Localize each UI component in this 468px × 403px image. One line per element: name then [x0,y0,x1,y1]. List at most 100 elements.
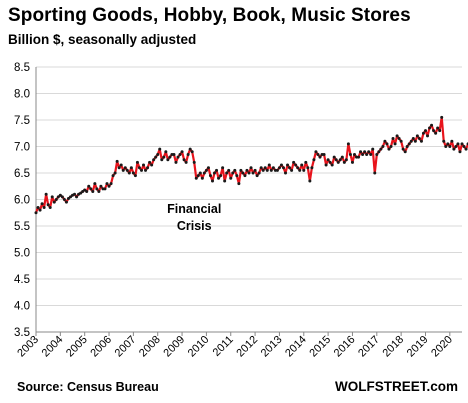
source-note: Source: Census Bureau [17,380,159,394]
data-point [148,160,152,164]
x-tick-label: 2017 [356,334,382,360]
data-point [215,168,219,172]
data-point [109,182,113,186]
data-point [176,155,180,159]
x-tick-label: 2005 [64,334,90,360]
data-point [36,205,40,209]
data-point [318,155,322,159]
data-point [219,174,223,178]
data-point [158,147,162,151]
y-tick-label: 4.0 [14,301,30,313]
data-point [152,158,156,162]
data-point [421,131,425,135]
data-point [336,160,340,164]
data-point [91,190,95,194]
data-point [58,193,62,197]
data-point [359,150,363,154]
data-point [198,171,202,175]
y-tick-label: 5.0 [14,248,30,260]
data-point [210,179,214,183]
y-tick-label: 8.0 [14,89,30,101]
data-point [308,179,312,183]
data-point [125,168,129,172]
data-point [223,179,227,183]
data-point [399,139,403,143]
data-point [350,160,354,164]
x-tick-label: 2016 [332,334,358,360]
data-point [200,176,204,180]
data-point [328,160,332,164]
data-point [121,168,125,172]
data-point [251,171,255,175]
data-point [411,137,415,141]
data-point [227,168,231,172]
data-point [194,176,198,180]
data-point [239,168,243,172]
data-point [365,152,369,156]
data-point [452,147,456,151]
data-point [300,163,304,167]
data-point [438,129,442,133]
data-point [312,158,316,162]
x-tick-label: 2006 [88,334,114,360]
chart-title: Sporting Goods, Hobby, Book, Music Store… [8,5,411,26]
data-point [257,171,261,175]
data-point [40,202,44,206]
data-point [277,166,281,170]
data-point [267,163,271,167]
data-point [129,166,133,170]
data-point [123,166,127,170]
y-tick-label: 5.5 [14,221,30,233]
data-point [95,187,99,191]
data-point [259,166,263,170]
x-tick-label: 2013 [259,334,285,360]
data-point [99,184,103,188]
data-point [298,168,302,172]
data-point [192,160,196,164]
data-point [221,166,225,170]
data-point [131,171,135,175]
data-point [458,150,462,154]
data-point [432,129,436,133]
data-point [83,188,87,192]
data-point [290,168,294,172]
data-point [196,174,200,178]
data-point [119,163,123,167]
data-point [348,152,352,156]
data-point [229,176,233,180]
data-point [142,163,146,167]
data-point [369,152,373,156]
data-point [361,152,365,156]
data-point [440,115,444,119]
data-point [413,139,417,143]
data-point [217,176,221,180]
data-point [68,195,72,199]
data-point [434,131,438,135]
data-point [375,152,379,156]
y-tick-label: 3.5 [14,327,30,339]
data-point [85,190,89,194]
data-point [164,150,168,154]
x-tick-label: 2008 [137,334,163,360]
data-point [115,159,119,163]
data-point [231,171,235,175]
data-point [292,160,296,164]
data-point [233,168,237,172]
data-point [454,145,458,148]
data-point [269,168,273,172]
data-point [460,142,464,146]
chart-subtitle: Billion $, seasonally adjusted [8,32,197,47]
data-point [247,171,251,175]
data-point [133,174,137,178]
data-point [111,174,115,178]
data-point [46,203,50,207]
data-point [52,200,56,204]
data-point [417,137,421,141]
data-point [322,152,326,156]
data-point [81,190,85,194]
data-point [144,168,148,172]
data-point [56,195,60,199]
data-point [117,166,121,170]
x-tick-label: 2009 [161,334,187,360]
